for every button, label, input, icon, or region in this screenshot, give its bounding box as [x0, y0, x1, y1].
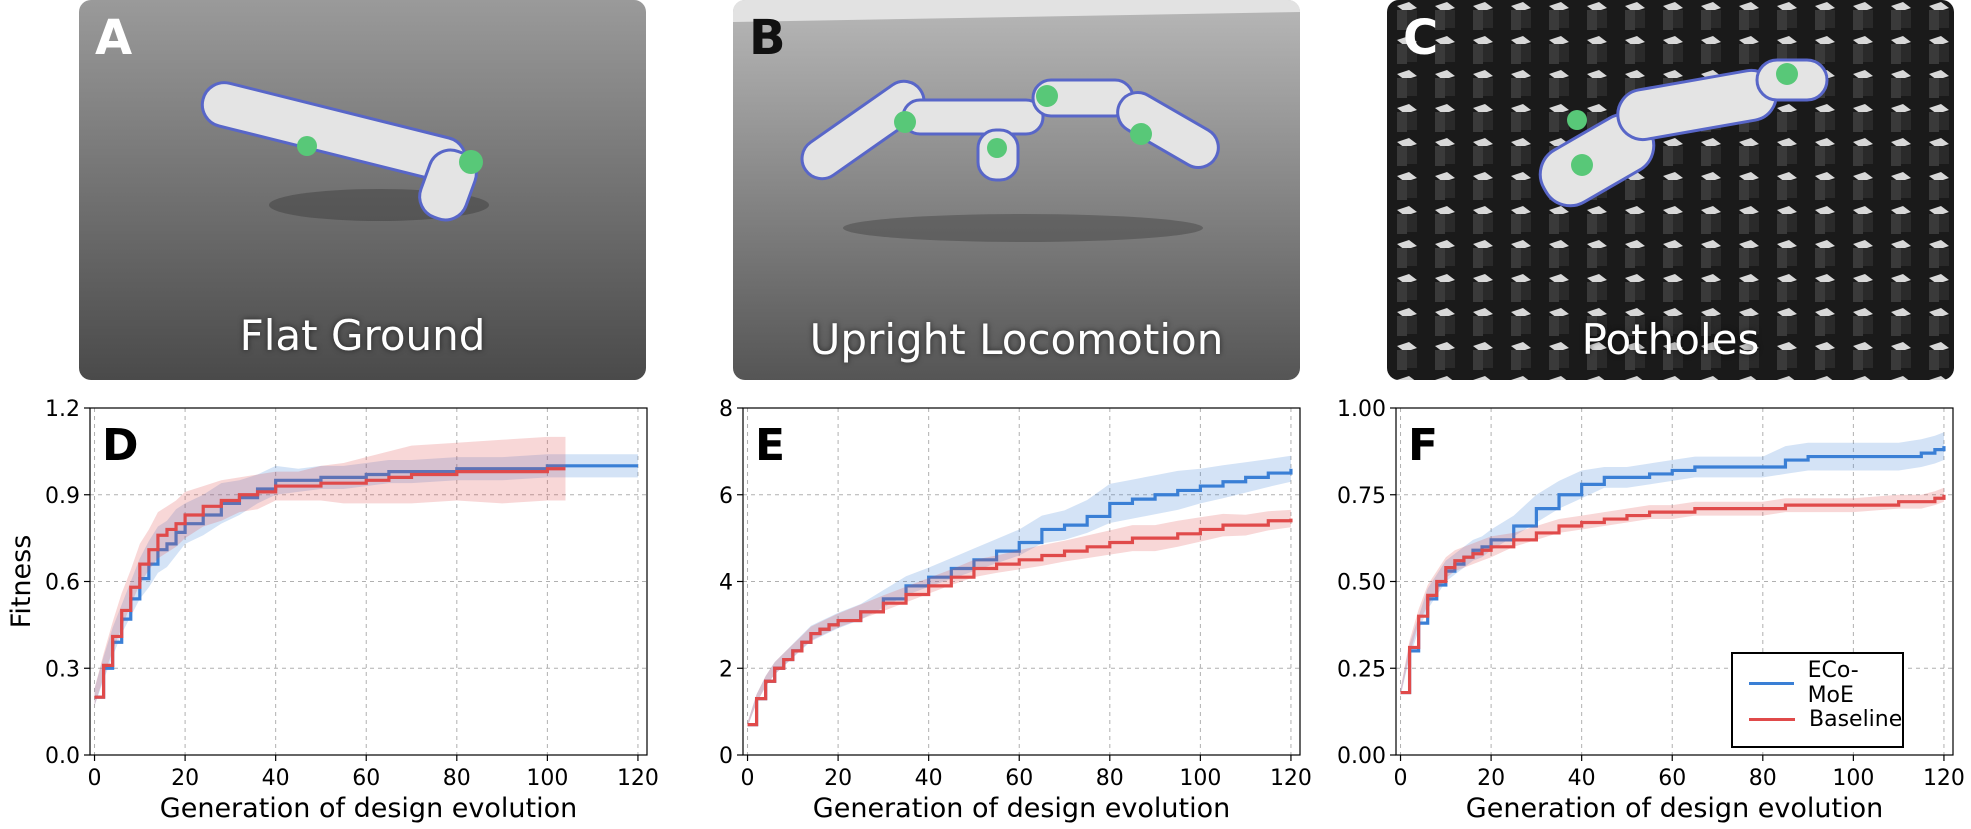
legend: ECo-MoE Baseline [1731, 652, 1904, 748]
y-tick-label: 0.3 [45, 657, 80, 682]
y-tick-label: 8 [719, 397, 733, 422]
upright-locomotion-render [733, 0, 1300, 380]
robot-body [1538, 58, 1829, 208]
series-line-baseline [94, 467, 566, 699]
x-tick-label: 60 [1658, 766, 1686, 791]
y-tick-label: 0.50 [1337, 571, 1386, 596]
confidence-band-eco-moe [1400, 432, 1944, 697]
panel-caption: Upright Locomotion [809, 315, 1224, 364]
legend-swatch [1749, 681, 1794, 685]
x-tick-label: 20 [171, 766, 199, 791]
x-tick-label: 0 [1394, 766, 1408, 791]
panel-letter: D [102, 420, 139, 471]
y-tick-label: 0.75 [1337, 484, 1386, 509]
x-tick-label: 80 [1749, 766, 1777, 791]
x-tick-label: 20 [824, 766, 852, 791]
y-tick-label: 1.00 [1337, 397, 1386, 422]
x-tick-label: 40 [1568, 766, 1596, 791]
x-tick-label: 60 [1005, 766, 1033, 791]
chart-panel-d: 0 20 40 60 80 100 120 0.0 0.3 0.6 0.9 1.2 Generation… [6, 397, 659, 824]
x-tick-label: 120 [1923, 766, 1965, 791]
legend-label: Baseline [1809, 706, 1903, 732]
y-tick-label: 6 [719, 484, 733, 509]
x-tick-label: 100 [526, 766, 568, 791]
series-line-baseline [1400, 494, 1946, 695]
panel-a-image: A Flat Ground [79, 0, 646, 380]
x-tick-label: 0 [88, 766, 102, 791]
x-tick-label: 100 [1179, 766, 1221, 791]
x-axis-label: Generation of design evolution [813, 793, 1230, 824]
chart-panel-e: 0 20 40 60 80 100 120 0 2 4 6 8 Generation of design… [719, 397, 1312, 824]
y-tick-label: 0.25 [1337, 657, 1386, 682]
x-tick-label: 100 [1832, 766, 1874, 791]
confidence-band-baseline [747, 509, 1291, 727]
chart-panel-f: 0 20 40 60 80 100 120 0.00 0.25 0.50 0.75 1.00 Gener… [1337, 397, 1965, 824]
robot-body [200, 81, 483, 222]
panel-b-image: B Upright Locomotion [733, 0, 1300, 380]
robot-body [800, 78, 1220, 182]
y-tick-label: 2 [719, 657, 733, 682]
y-tick-label: 0 [719, 744, 733, 769]
panel-caption: Potholes [1581, 315, 1760, 364]
y-tick-label: 4 [719, 571, 733, 596]
panel-letter: A [95, 10, 133, 66]
x-tick-label: 40 [262, 766, 290, 791]
x-tick-label: 80 [443, 766, 471, 791]
x-axis-label: Generation of design evolution [1466, 793, 1883, 824]
confidence-band-eco-moe [94, 454, 638, 706]
panel-letter: F [1408, 420, 1438, 471]
x-tick-label: 120 [1270, 766, 1312, 791]
series-line-baseline [747, 518, 1293, 727]
potholes-render [1387, 0, 1954, 380]
x-tick-label: 0 [741, 766, 755, 791]
x-axis-label: Generation of design evolution [160, 793, 577, 824]
series-line-eco-moe [1400, 446, 1946, 695]
panel-c-image: C Potholes [1387, 0, 1954, 380]
y-tick-label: 0.00 [1337, 744, 1386, 769]
legend-label: ECo-MoE [1807, 658, 1859, 708]
legend-item-eco-moe: ECo-MoE [1749, 658, 1902, 708]
flat-ground-render [79, 0, 646, 380]
y-tick-label: 1.2 [45, 397, 80, 422]
x-tick-label: 80 [1096, 766, 1124, 791]
y-tick-label: 0.9 [45, 484, 80, 509]
legend-item-baseline: Baseline [1749, 706, 1902, 732]
panel-caption: Flat Ground [239, 311, 486, 360]
panel-letter: B [749, 10, 786, 66]
y-tick-label: 0.6 [45, 571, 80, 596]
y-tick-label: 0.0 [45, 744, 80, 769]
legend-swatch [1749, 717, 1795, 721]
panel-letter: C [1403, 10, 1439, 66]
y-axis-label: Fitness [6, 535, 37, 629]
confidence-band-baseline [94, 436, 566, 706]
x-tick-label: 120 [617, 766, 659, 791]
x-tick-label: 40 [915, 766, 943, 791]
x-tick-label: 20 [1477, 766, 1505, 791]
x-tick-label: 60 [352, 766, 380, 791]
panel-letter: E [755, 420, 785, 471]
